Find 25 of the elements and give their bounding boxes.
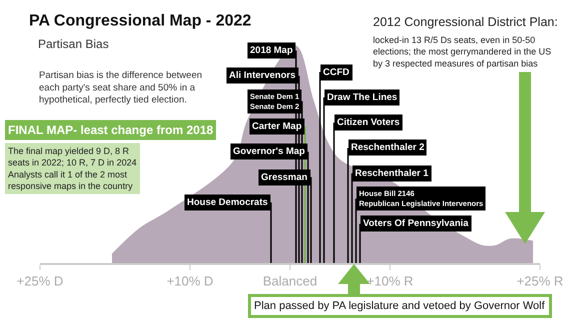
ref-line-label: Draw The Lines bbox=[327, 92, 398, 103]
ref-line-label: Carter Map bbox=[252, 121, 302, 132]
ref-line-label: Reschenthaler 1 bbox=[355, 168, 430, 179]
x-tick-label: +25% D bbox=[16, 274, 64, 289]
annotation: FINAL MAP- least change from 2018 bbox=[8, 123, 214, 137]
ref-line-label: Reschenthaler 2 bbox=[351, 142, 424, 153]
ref-line-label: House Democrats bbox=[187, 197, 268, 208]
chart-subtitle: Partisan Bias bbox=[38, 37, 109, 51]
text: 2012 Congressional District Plan: bbox=[373, 15, 558, 29]
x-tick-label: +25% R bbox=[516, 274, 564, 289]
ref-line-label: Citizen Voters bbox=[337, 117, 400, 128]
ref-line-label: Voters Of Pennsylvania bbox=[363, 218, 470, 229]
ref-line-label: CCFD bbox=[323, 67, 350, 78]
ref-line-label: 2018 Map bbox=[250, 45, 293, 56]
chart-title: PA Congressional Map - 2022 bbox=[29, 12, 252, 30]
x-tick-label: Balanced bbox=[262, 274, 318, 289]
x-tick-label: +10% R bbox=[366, 274, 414, 289]
x-tick-label: +10% D bbox=[166, 274, 214, 289]
text: Plan passed by PA legislature and vetoed by Governor Wolf bbox=[254, 300, 546, 312]
annotation: The final map yielded 9 D, 8 R seats in 2022; 10 R, 7 D in 2024 Analysts call it 1 of the 2 most responsive maps in the country bbox=[8, 146, 137, 192]
annotation: locked-in 13 R/5 Ds seats, even in 50-50 elections; the most gerrymandered in the US by 3 respected measures of partisan bias bbox=[373, 35, 552, 68]
ref-line-label: Ali Intervenors bbox=[229, 70, 296, 81]
ref-line-label: Gressman bbox=[261, 172, 308, 183]
annotation: Partisan bias is the difference between each party's seat share and 50% in a hypothetical, perfectly tied election. bbox=[39, 70, 202, 106]
ref-line-label: Governor's Map bbox=[233, 146, 306, 157]
